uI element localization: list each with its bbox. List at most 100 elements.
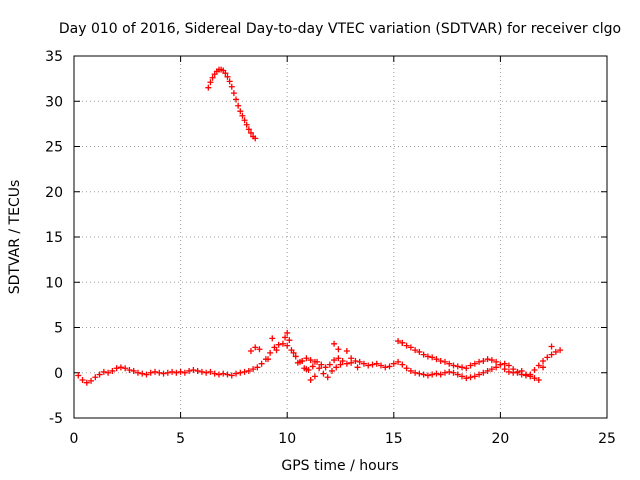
data-point (433, 370, 440, 377)
data-point (369, 361, 376, 368)
data-point (403, 342, 410, 349)
data-point (147, 369, 154, 376)
data-point (497, 361, 504, 368)
data-point (480, 357, 487, 364)
data-point (471, 360, 478, 367)
data-point (535, 362, 542, 369)
data-point (169, 368, 176, 375)
data-point (88, 377, 95, 384)
data-point (275, 341, 282, 348)
data-point (222, 70, 229, 77)
x-tick-label: 25 (598, 431, 616, 447)
data-point (233, 370, 240, 377)
data-point (105, 369, 112, 376)
data-point (307, 357, 314, 364)
data-point (235, 102, 242, 109)
data-point (420, 371, 427, 378)
data-point (467, 374, 474, 381)
data-point (535, 376, 542, 383)
data-point (245, 126, 252, 133)
data-point (395, 338, 402, 345)
data-point (480, 369, 487, 376)
data-point (395, 358, 402, 365)
y-tick-label: 35 (45, 49, 63, 65)
data-point (373, 360, 380, 367)
data-point (437, 371, 444, 378)
data-point (282, 334, 289, 341)
data-point (407, 367, 414, 374)
data-point (109, 367, 116, 374)
data-point (228, 83, 235, 90)
data-point (250, 366, 257, 373)
data-point (552, 348, 559, 355)
data-point (390, 360, 397, 367)
y-tick-label: 0 (54, 366, 63, 382)
data-point (273, 347, 280, 354)
data-point (294, 359, 301, 366)
data-point (143, 371, 150, 378)
data-point (239, 112, 246, 119)
y-tick-label: 5 (54, 321, 63, 337)
data-point (514, 368, 521, 375)
data-point (256, 346, 263, 353)
data-point (510, 369, 517, 376)
x-tick-label: 10 (278, 431, 296, 447)
data-point (501, 366, 508, 373)
data-point (424, 353, 431, 360)
data-point (527, 373, 534, 380)
data-point (237, 369, 244, 376)
data-point (403, 365, 410, 372)
data-point (493, 358, 500, 365)
data-point (309, 363, 316, 370)
data-point (382, 364, 389, 371)
data-point (476, 371, 483, 378)
data-point (437, 357, 444, 364)
data-point (446, 368, 453, 375)
data-point (243, 121, 250, 128)
data-point (348, 355, 355, 362)
data-point (316, 365, 323, 372)
data-point (531, 375, 538, 382)
data-point (303, 366, 310, 373)
data-point (284, 342, 291, 349)
data-point (326, 361, 333, 368)
data-point (540, 364, 547, 371)
data-point (207, 79, 214, 86)
chart-title: Day 010 of 2016, Sidereal Day-to-day VTE… (59, 21, 621, 37)
data-point (211, 370, 218, 377)
data-point (454, 363, 461, 370)
data-point (241, 117, 248, 124)
data-point (186, 367, 193, 374)
data-point (226, 78, 233, 85)
x-axis-ticks: 0 5 10 15 20 25 (70, 56, 616, 447)
data-point (209, 74, 216, 81)
data-point (164, 369, 171, 376)
x-axis-label: GPS time / hours (281, 458, 398, 474)
data-point (290, 349, 297, 356)
data-point (215, 371, 222, 378)
data-point (446, 360, 453, 367)
data-point (75, 372, 82, 379)
data-point (267, 349, 274, 356)
data-point (245, 367, 252, 374)
data-point (471, 373, 478, 380)
data-point (540, 357, 547, 364)
data-point (292, 353, 299, 360)
data-point (233, 96, 240, 103)
data-point (399, 339, 406, 346)
data-point (311, 373, 318, 380)
data-point (220, 370, 227, 377)
data-point (441, 369, 448, 376)
data-point (139, 370, 146, 377)
data-point (190, 367, 197, 374)
data-point (352, 357, 359, 364)
data-point (224, 73, 231, 80)
series-base-track (75, 340, 564, 386)
data-point (339, 357, 346, 364)
data-point (459, 373, 466, 380)
x-tick-label: 5 (176, 431, 185, 447)
y-tick-label: 25 (45, 140, 63, 156)
data-point (501, 360, 508, 367)
data-point (265, 356, 272, 363)
data-point (354, 364, 361, 371)
